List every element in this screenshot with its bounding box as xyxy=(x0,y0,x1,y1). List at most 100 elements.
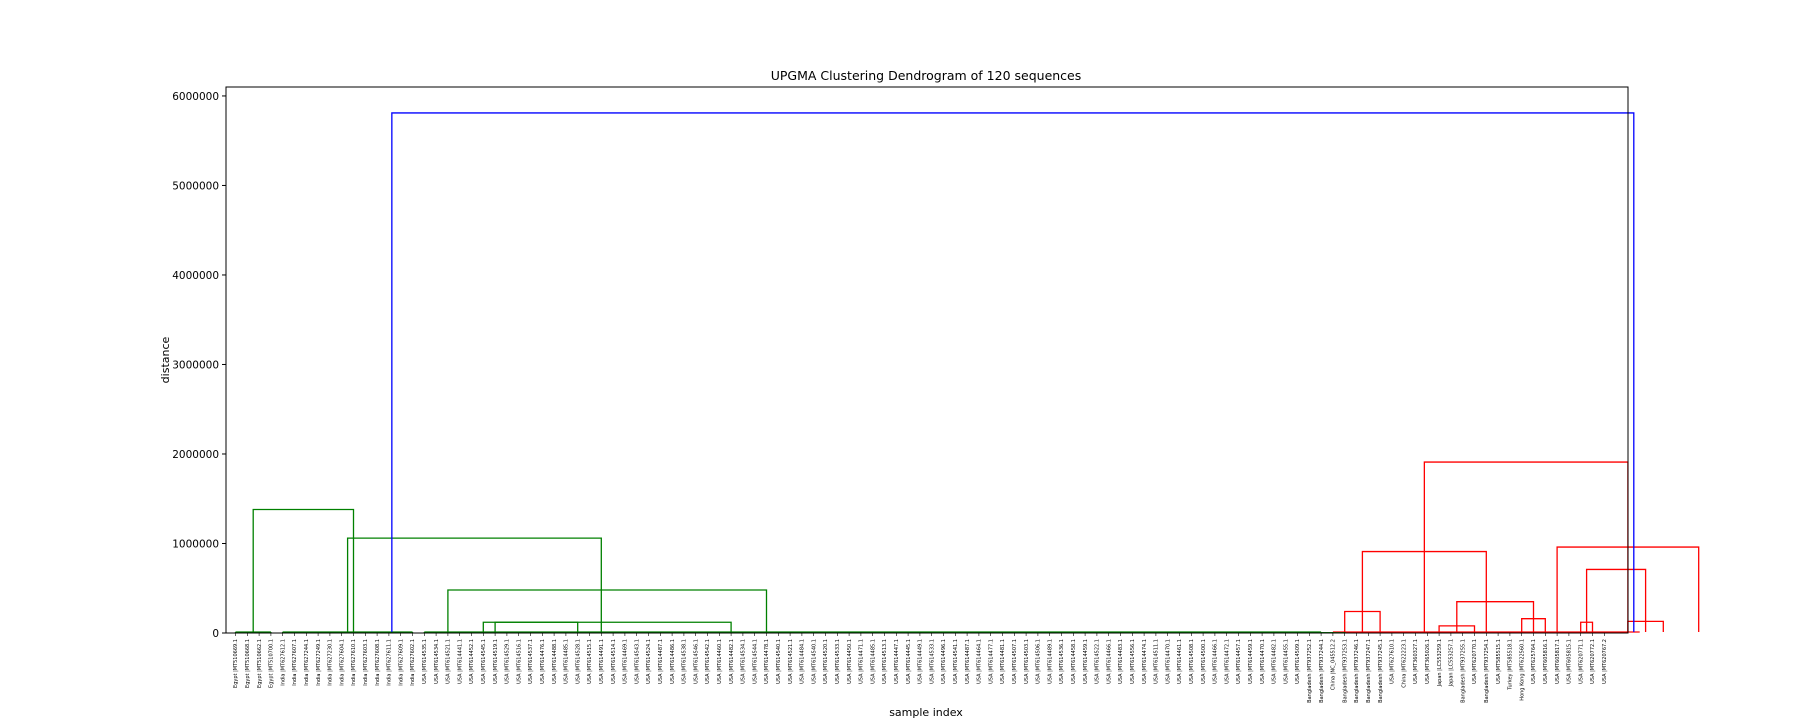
leaf-label: USA |MT614521.1 xyxy=(446,639,452,684)
leaf-label: USA |MT605816.1 xyxy=(1543,639,1549,684)
x-axis-label: sample index xyxy=(889,706,963,719)
leaf-label: USA |MT614516.1 xyxy=(516,639,522,684)
leaf-label: USA |MT614520.1 xyxy=(823,639,829,684)
leaf-label: India |MT627230.1 xyxy=(328,639,334,686)
y-tick-label: 5000000 xyxy=(172,180,219,192)
leaf-label: USA |MT614476.1 xyxy=(540,639,546,684)
merge-link-red xyxy=(1456,601,1535,632)
leaf-label: USA |MT614469.1 xyxy=(623,639,629,684)
merge-link-green xyxy=(252,508,355,632)
y-tick-label: 6000000 xyxy=(172,91,219,103)
leaf-label: USA |MT614447.1 xyxy=(894,639,900,684)
leaf-label: USA |MT620770.1 xyxy=(1472,639,1478,684)
leaf-label: USA |MT614482.1 xyxy=(729,639,735,684)
leaf-label: USA |MT614536.1 xyxy=(1059,639,1065,684)
leaf-label: Bangladesh |MT937255.1 xyxy=(1460,639,1466,703)
leaf-label: USA |MT614470.1 xyxy=(1165,639,1171,684)
leaf-label: Hong Kong |MT622560.1 xyxy=(1519,639,1525,701)
leaf-label: USA |MT614478.1 xyxy=(764,639,770,684)
leaf-label: China |NC_045512.2 xyxy=(1331,639,1337,690)
leaf-label: India |MT627602.1 xyxy=(410,639,416,686)
leaf-label: Bangladesh |MT937254.1 xyxy=(1484,639,1490,703)
leaf-label: USA |MT365026.1 xyxy=(1425,639,1431,684)
leaf-label: USA |MT614506.1 xyxy=(1036,639,1042,684)
leaf-label: Bangladesh |MT937244.1 xyxy=(1319,639,1325,703)
leaf-label: USA |MT620767.2 xyxy=(1602,639,1608,684)
leaf-label: USA |MT614528.1 xyxy=(575,639,581,684)
merge-link-green xyxy=(494,621,732,632)
leaf-label: USA |MT614545.1 xyxy=(481,639,487,684)
leaf-label: India |MT627611.1 xyxy=(387,639,393,686)
leaf-label: USA |MT614515.1 xyxy=(587,639,593,684)
merge-link-green xyxy=(240,631,266,634)
leaf-label: USA |MT605817.1 xyxy=(1555,639,1561,684)
leaf-label: India |MT627249.1 xyxy=(316,639,322,686)
leaf-label: USA |MT614487.1 xyxy=(658,639,664,684)
leaf-label: Japan |LC553259.1 xyxy=(1437,639,1443,687)
leaf-label: USA |MT614538.1 xyxy=(682,639,688,684)
x-axis-leaf-labels: Egypt |MT510669.1 Egypt |MT510668.1 Egypt … xyxy=(233,633,1608,703)
merge-link-green xyxy=(447,589,768,632)
leaf-label: India |MT627603.1 xyxy=(363,639,369,686)
leaf-label: USA |MT614466.1 xyxy=(1213,639,1219,684)
leaf-label: USA |MT614460.1 xyxy=(717,639,723,684)
leaf-label: USA |MT614535.1 xyxy=(422,639,428,684)
leaf-label: USA |MT614466.1 xyxy=(1106,639,1112,684)
leaf-label: USA |MT627610.1 xyxy=(1390,639,1396,684)
merge-link-green xyxy=(346,537,602,632)
leaf-label: USA |MT614464.1 xyxy=(977,639,983,684)
leaf-label: USA |MT614485.1 xyxy=(564,639,570,684)
leaf-label: USA |MT585515.1 xyxy=(1496,639,1502,684)
leaf-label: USA |MT625764.1 xyxy=(1531,639,1537,684)
leaf-label: USA |MT614521.1 xyxy=(788,639,794,684)
leaf-label: Egypt |MT510700.1 xyxy=(269,639,275,688)
leaf-label: India |MT627612.1 xyxy=(280,639,286,686)
leaf-label: USA |MT614507.1 xyxy=(1012,639,1018,684)
leaf-label: Bangladesh |MT937245.1 xyxy=(1378,639,1384,703)
leaf-label: USA |MT614534.1 xyxy=(741,639,747,684)
leaf-label: USA |MT614457.1 xyxy=(1236,639,1242,684)
leaf-label: USA |MT614503.1 xyxy=(1024,639,1030,684)
leaf-label: India |MT627609.1 xyxy=(398,639,404,686)
leaf-label: USA |MT614488.1 xyxy=(552,639,558,684)
leaf-label: USA |MT614508.1 xyxy=(1189,639,1195,684)
leaf-label: Egypt |MT510662.1 xyxy=(257,639,263,688)
leaf-label: USA |MT614524.1 xyxy=(646,639,652,684)
leaf-label: India |MT627244.1 xyxy=(304,639,310,686)
y-tick-label: 4000000 xyxy=(172,270,219,282)
leaf-label: USA |MT614491.1 xyxy=(599,639,605,684)
y-tick-label: 0 xyxy=(212,628,219,640)
leaf-label: USA |MT614441.1 xyxy=(457,639,463,684)
leaf-label: USA |MT614529.1 xyxy=(505,639,511,684)
leaf-label: USA |MT614542.1 xyxy=(705,639,711,684)
leaf-label: USA |MT614485.1 xyxy=(870,639,876,684)
leaf-label: USA |MT614519.1 xyxy=(493,639,499,684)
leaf-label: USA |MT614513.1 xyxy=(882,639,888,684)
leaf-label: USA |MT614534.1 xyxy=(434,639,440,684)
leaf-label: USA |MT614509.1 xyxy=(1295,639,1301,684)
leaf-label: Turkey |MT585518.1 xyxy=(1508,639,1514,691)
leaf-label: USA |MT620772.1 xyxy=(1590,639,1596,684)
leaf-label: India |MT627608.1 xyxy=(375,639,381,686)
merge-link-red xyxy=(1521,618,1546,632)
y-tick-label: 1000000 xyxy=(172,538,219,550)
leaf-label: USA |MT614471.1 xyxy=(859,639,865,684)
leaf-label: USA |MT614544.1 xyxy=(752,639,758,684)
leaf-label: USA |MT614540.1 xyxy=(811,639,817,684)
merge-link-green xyxy=(423,631,473,634)
leaf-label: Bangladesh |MT937252.1 xyxy=(1307,639,1313,703)
leaf-label: USA |MT614543.1 xyxy=(634,639,640,684)
leaf-label: Egypt |MT510668.1 xyxy=(245,639,251,688)
y-tick-label: 3000000 xyxy=(172,359,219,371)
leaf-label: USA |MT614481.1 xyxy=(1000,639,1006,684)
leaf-label: USA |MT614449.1 xyxy=(918,639,924,684)
leaf-label: USA |MT614450.1 xyxy=(847,639,853,684)
leaf-label: Bangladesh |MT937253.1 xyxy=(1342,639,1348,703)
y-tick-label: 2000000 xyxy=(172,449,219,461)
leaf-label: USA |MT614533.1 xyxy=(835,639,841,684)
leaf-label: USA |MT614483.1 xyxy=(1118,639,1124,684)
leaf-label: USA |MT614445.1 xyxy=(906,639,912,684)
leaf-label: USA |MT614537.1 xyxy=(528,639,534,684)
